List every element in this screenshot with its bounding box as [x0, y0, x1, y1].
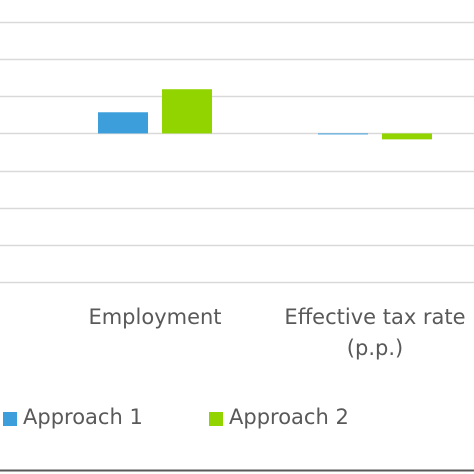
bar [98, 112, 148, 134]
bar [162, 89, 212, 134]
x-tick-label: Employment [88, 305, 222, 329]
legend-label: Approach 1 [23, 405, 143, 429]
legend-swatch [3, 412, 17, 426]
legend-swatch [209, 412, 223, 426]
legend-label: Approach 2 [229, 405, 349, 429]
bar [318, 133, 368, 135]
bar [382, 133, 432, 140]
x-tick-label: Effective tax rate (p.p.) [284, 305, 466, 360]
